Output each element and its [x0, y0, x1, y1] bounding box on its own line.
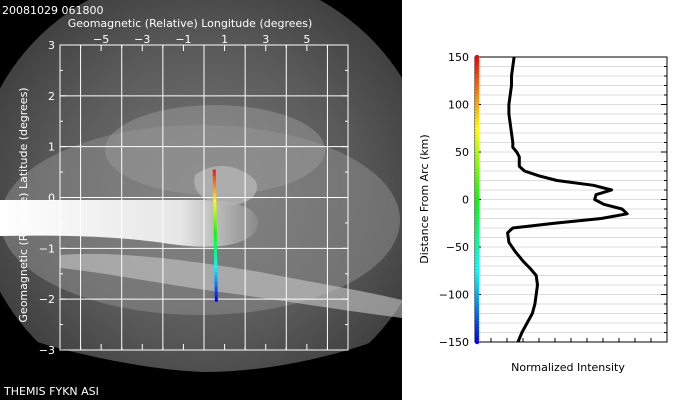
- timestamp-label: 20081029 061800: [2, 4, 103, 17]
- longitude-tick-label: 1: [221, 33, 228, 46]
- latitude-tick-label: −1: [39, 242, 55, 255]
- longitude-tick-label: 3: [262, 33, 269, 46]
- longitude-tick-labels: −5 −3 −1 1 3 5: [93, 33, 310, 46]
- arc-bulge: [194, 165, 258, 205]
- distance-tick-label: 100: [448, 99, 469, 112]
- upper-diffuse-aurora: [105, 105, 325, 195]
- latitude-tick-labels: 3 2 1 0 −1 −2 −3: [39, 39, 55, 357]
- longitude-tick-label: 5: [303, 33, 310, 46]
- profile-gridlines: [475, 56, 667, 343]
- distance-tick-label: −100: [439, 289, 469, 302]
- fov-mask-bottom: [0, 330, 402, 400]
- asi-y-axis-label: Geomagnetic (Relative) Latitude (degrees…: [17, 87, 30, 322]
- distance-tick-label: −150: [439, 336, 469, 349]
- longitude-tick-label: −1: [175, 33, 191, 46]
- latitude-tick-label: −2: [39, 293, 55, 306]
- all-sky-image: [0, 0, 402, 400]
- latitude-tick-label: 1: [48, 141, 55, 154]
- color-scale-dot: [474, 54, 480, 60]
- profile-panel: 150 100 50 0 −50 −100 −150 Normalized Intensit…: [402, 0, 700, 400]
- latitude-tick-label: 3: [48, 39, 55, 52]
- longitude-tick-label: −3: [134, 33, 150, 46]
- intensity-profile-line: [506, 56, 629, 343]
- instrument-label: THEMIS FYKN ASI: [3, 385, 99, 398]
- bright-auroral-arc: [0, 200, 258, 247]
- latitude-tick-label: 0: [48, 192, 55, 205]
- lower-auroral-band: [60, 253, 402, 318]
- lat-lon-grid: [60, 45, 348, 350]
- asi-x-axis-label: Geomagnetic (Relative) Longitude (degree…: [68, 17, 313, 30]
- asi-tick-marks: [59, 44, 349, 351]
- distance-color-scale: [474, 54, 480, 345]
- latitude-tick-label: −3: [39, 344, 55, 357]
- distance-tick-labels: 150 100 50 0 −50 −100 −150: [439, 51, 469, 349]
- profile-y-axis-label: Distance From Arc (km): [418, 134, 431, 263]
- intensity-profile-plot: 150 100 50 0 −50 −100 −150 Normalized Intensit…: [418, 51, 668, 374]
- latitude-tick-label: 2: [48, 90, 55, 103]
- longitude-tick-label: −5: [93, 33, 109, 46]
- distance-tick-label: 50: [455, 146, 469, 159]
- distance-tick-label: 150: [448, 51, 469, 64]
- asi-image-plot: −5 −3 −1 1 3 5 3 2 1 0 −1 −2 −3 20081029 061800 Geo…: [0, 0, 402, 400]
- profile-x-axis-label: Normalized Intensity: [511, 361, 625, 374]
- asi-panel: −5 −3 −1 1 3 5 3 2 1 0 −1 −2 −3 20081029 061800 Geo…: [0, 0, 402, 400]
- distance-tick-label: −50: [446, 241, 469, 254]
- profile-cut-line: [212, 169, 218, 302]
- distance-tick-label: 0: [462, 194, 469, 207]
